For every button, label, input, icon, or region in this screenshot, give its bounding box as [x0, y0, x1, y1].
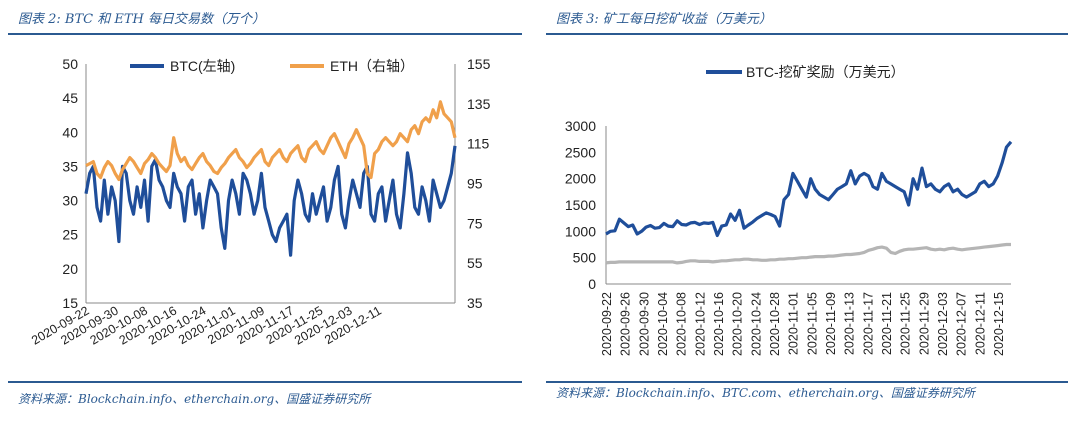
x-tick-label: 2020-09-26 [619, 292, 633, 356]
legend-label: BTC-挖矿奖励（万美元） [746, 64, 905, 80]
divider [546, 381, 1068, 383]
y-right-tick-label: 95 [467, 176, 483, 192]
source-note: 资料来源：Blockchain.info、BTC.com、etherchain.… [556, 386, 975, 400]
y-right-tick-label: 55 [467, 255, 483, 271]
y-tick-label: 500 [573, 250, 597, 266]
secondary-series-line [605, 242, 1011, 265]
y-right-tick-label: 115 [467, 136, 490, 152]
y-tick-label: 0 [588, 276, 596, 292]
btc-series-line [84, 145, 457, 257]
y-left-tick-label: 15 [62, 295, 78, 311]
y-tick-label: 2000 [565, 171, 596, 187]
y-right-tick-label: 135 [467, 96, 491, 112]
x-tick-label: 2020-11-17 [861, 292, 875, 355]
x-tick-label: 2020-10-08 [675, 292, 689, 356]
y-left-tick-label: 30 [62, 193, 78, 209]
divider [546, 33, 1068, 35]
right-chart-panel: 图表 3: 矿工每日挖矿收益（万美元） 0 500 1000 1500 2000 2500… [546, 0, 1080, 421]
chart-title: 图表 2: BTC 和 ETH 每日交易数（万个） [18, 12, 265, 27]
x-tick-label: 2020-10-12 [693, 292, 707, 356]
x-tick-label: 2020-10-04 [656, 292, 670, 356]
x-tick-label: 2020-11-25 [899, 292, 913, 355]
x-tick-label: 2020-10-24 [749, 292, 763, 356]
x-tick-label: 2020-12-11 [973, 292, 987, 355]
y-tick-label: 1000 [565, 223, 596, 239]
y-left-tick-label: 50 [62, 56, 78, 72]
y-right-tick-label: 75 [467, 215, 483, 231]
x-tick-label: 2020-11-05 [805, 292, 819, 355]
x-tick-label: 2020-12-03 [936, 292, 950, 356]
y-tick-label: 1500 [565, 197, 596, 213]
source-note: 资料来源：Blockchain.info、etherchain.org、国盛证券… [18, 392, 371, 406]
x-tick-label: 2020-10-28 [768, 292, 782, 356]
x-tick-label: 2020-11-29 [917, 292, 931, 355]
btc-mining-reward-line [605, 140, 1013, 238]
y-left-tick-label: 45 [62, 90, 78, 106]
y-tick-label: 3000 [565, 118, 596, 134]
x-tick-label: 2020-11-21 [880, 292, 894, 355]
y-right-tick-label: 155 [467, 56, 491, 72]
eth-series-line [85, 100, 457, 182]
divider [8, 33, 522, 35]
x-tick-label: 2020-09-30 [637, 292, 651, 356]
y-right-tick-label: 35 [467, 295, 483, 311]
y-left-tick-label: 25 [62, 227, 78, 243]
legend-label: ETH（右轴） [330, 58, 414, 74]
x-tick-label: 2020-09-22 [600, 292, 614, 356]
y-left-tick-label: 20 [62, 261, 78, 277]
btc-eth-transactions-chart: 1520253035404550355575951151351552020-09… [29, 56, 491, 348]
x-tick-label: 2020-12-07 [955, 292, 969, 356]
x-tick-label: 2020-10-16 [712, 292, 726, 356]
x-tick-label: 2020-11-09 [824, 292, 838, 355]
y-left-tick-label: 35 [62, 158, 78, 174]
chart-title: 图表 3: 矿工每日挖矿收益（万美元） [556, 12, 772, 27]
divider [8, 381, 522, 383]
x-tick-label: 2020-10-20 [731, 292, 745, 356]
left-chart-panel: 图表 2: BTC 和 ETH 每日交易数（万个） 15 20 25 30 35 40 45… [0, 0, 530, 421]
legend-label: BTC(左轴) [170, 58, 235, 74]
x-tick-label: 2020-11-01 [787, 292, 801, 355]
x-tick-label: 2020-12-15 [992, 292, 1006, 356]
y-tick-label: 2500 [565, 144, 596, 160]
x-tick-label: 2020-11-13 [843, 292, 857, 355]
mining-reward-chart: 0 500 1000 1500 2000 2500 3000 2020-09-22 2020-0… [565, 64, 1013, 356]
y-left-tick-label: 40 [62, 124, 78, 140]
